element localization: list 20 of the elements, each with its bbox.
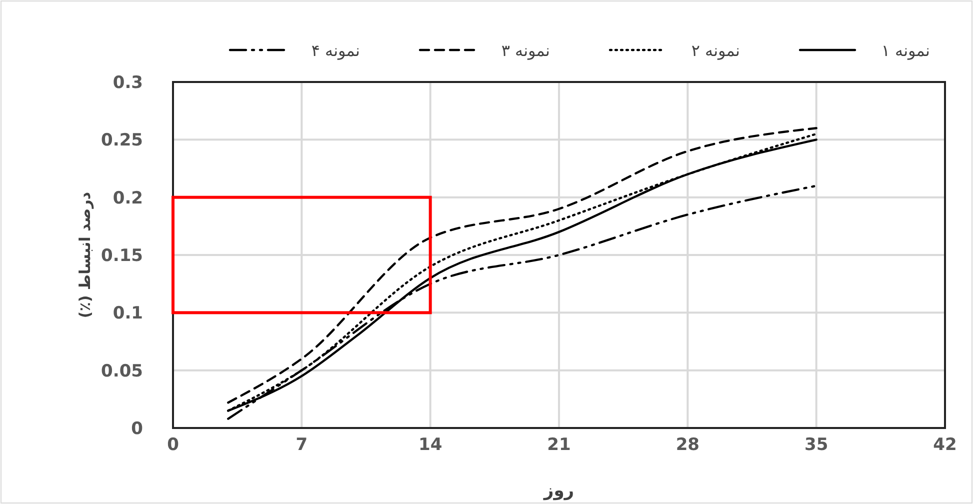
legend-label: نمونه ۳ xyxy=(501,41,550,60)
x-tick-label: 7 xyxy=(296,435,308,455)
x-tick-label: 21 xyxy=(547,435,571,455)
y-tick-label: 0.05 xyxy=(101,361,143,382)
legend-label: نمونه ۴ xyxy=(311,41,360,60)
x-axis-title: روز xyxy=(542,481,574,501)
y-tick-label: 0.25 xyxy=(101,130,143,151)
y-tick-label: 0.3 xyxy=(112,73,143,93)
x-tick-label: 35 xyxy=(804,435,828,455)
y-tick-label: 0.1 xyxy=(112,304,143,324)
legend-label: نمونه ۱ xyxy=(881,41,930,60)
x-tick-label: 42 xyxy=(933,435,957,455)
legend-label: نمونه ۲ xyxy=(691,41,740,60)
x-tick-label: 0 xyxy=(167,435,180,455)
y-tick-label: 0 xyxy=(131,419,144,439)
y-tick-label: 0.15 xyxy=(101,246,143,266)
y-axis-title: درصد انبساط (٪) xyxy=(76,192,94,318)
x-tick-label: 28 xyxy=(676,435,700,455)
x-tick-label: 14 xyxy=(418,435,442,455)
y-tick-label: 0.2 xyxy=(112,188,143,208)
